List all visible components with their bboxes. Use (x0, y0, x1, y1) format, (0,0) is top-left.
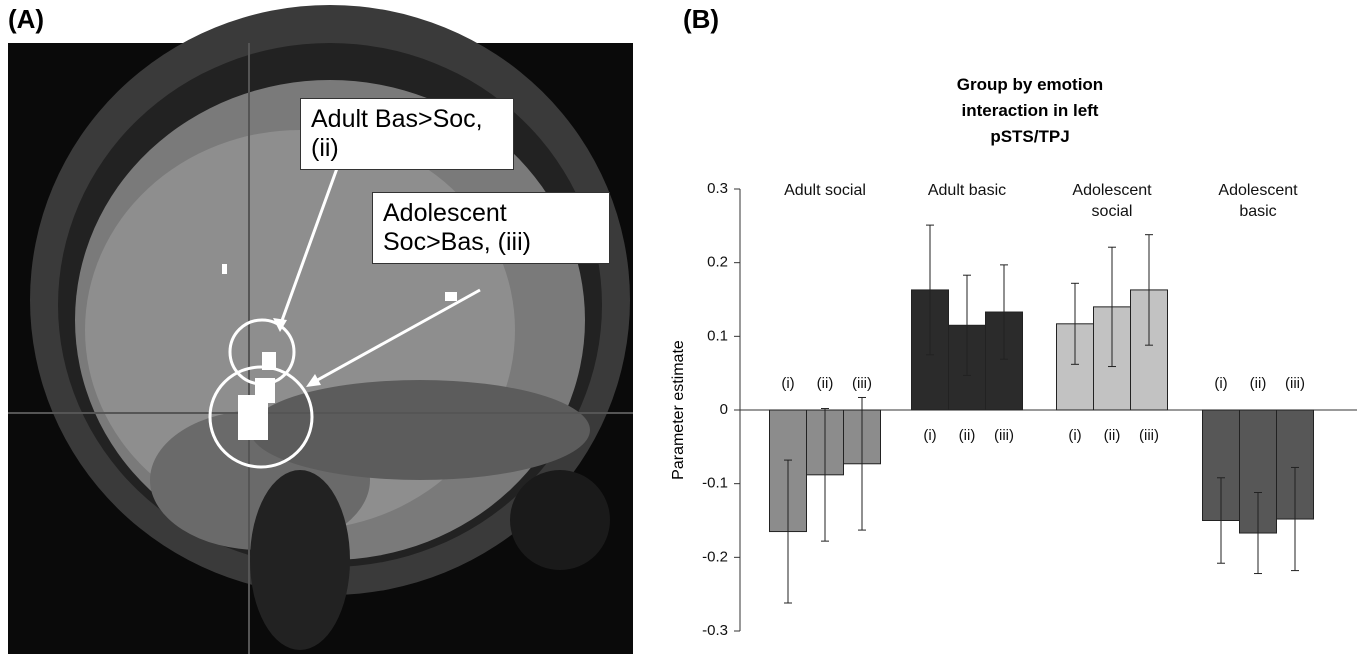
y-tick-label: -0.1 (702, 475, 728, 492)
bar-label: (i) (781, 375, 794, 392)
annotation: Adult Bas>Soc, (ii) (300, 98, 514, 170)
chart-title: Group by emotion interaction in left pST… (840, 72, 1220, 150)
bar-label: (iii) (852, 375, 872, 392)
y-tick-label: 0 (720, 401, 728, 418)
group-label: Adult basic (907, 180, 1027, 201)
y-tick-label: 0.1 (707, 327, 728, 344)
bar-label: (iii) (994, 427, 1014, 444)
bar-label: (i) (923, 427, 936, 444)
y-tick-label: -0.3 (702, 622, 728, 639)
bar-label: (iii) (1139, 427, 1159, 444)
y-tick-label: 0.2 (707, 254, 728, 271)
bar-label: (ii) (1250, 375, 1267, 392)
y-tick-label: -0.2 (702, 548, 728, 565)
group-label: Adolescent basic (1198, 180, 1318, 222)
bar-label: (iii) (1285, 375, 1305, 392)
group-label: Adult social (765, 180, 885, 201)
figure: (A) (B) 0.30.20.10-0.1-0.2-0. (0, 0, 1364, 654)
bar-label: (ii) (1104, 427, 1121, 444)
y-tick-label: 0.3 (707, 180, 728, 197)
group-label: Adolescent social (1052, 180, 1172, 222)
annotation: Adolescent Soc>Bas, (iii) (372, 192, 610, 264)
bar-label: (ii) (817, 375, 834, 392)
y-axis-label: Parameter estimate (670, 330, 688, 490)
bar-label: (i) (1068, 427, 1081, 444)
bar-label: (i) (1214, 375, 1227, 392)
bar-label: (ii) (959, 427, 976, 444)
